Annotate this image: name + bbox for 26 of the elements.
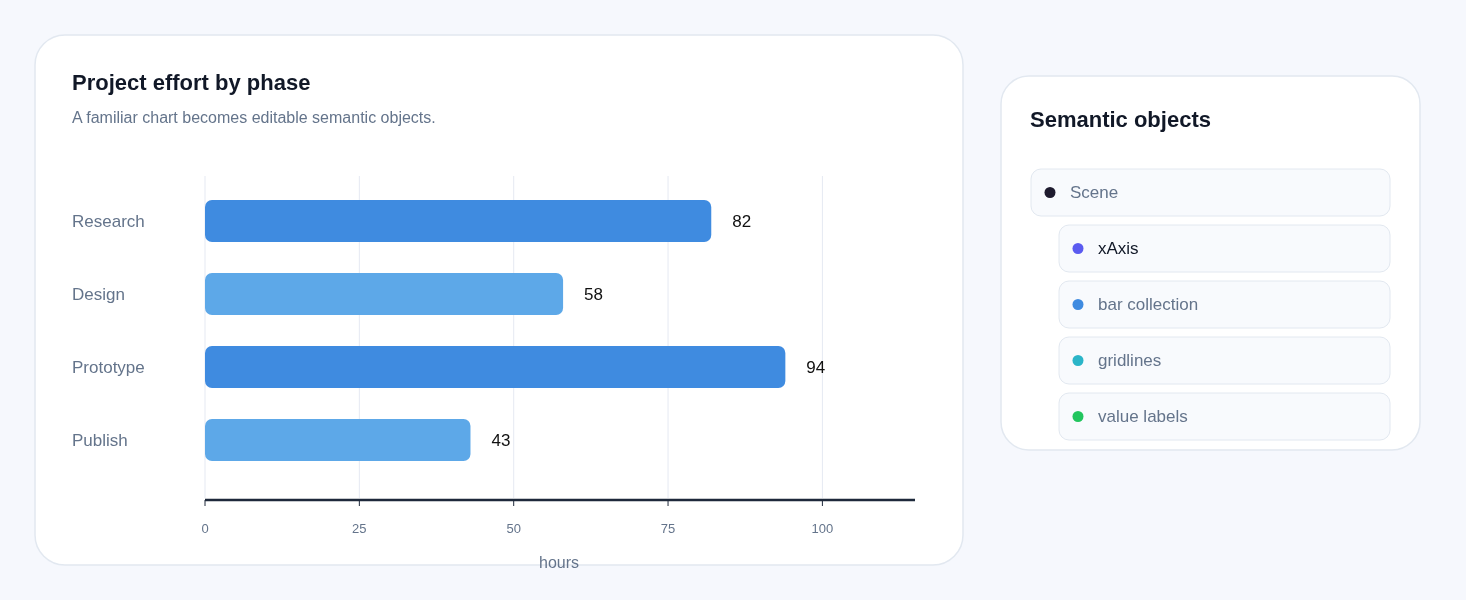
data-label: 94 [806,357,826,377]
bar [205,200,712,242]
text: Scene [1070,183,1119,203]
data-label: 82 [732,211,752,231]
y-tick-label: Design [72,284,125,304]
text: bar collection [1098,295,1199,315]
y-tick-label: Research [72,211,145,231]
y-tick-label: Prototype [72,357,145,377]
x-tick-label: 100 [811,521,834,536]
x-tick-label: 25 [352,521,367,536]
bar [205,419,471,461]
text: xAxis [1098,239,1139,259]
bar [205,346,786,388]
x-tick-label: 50 [506,521,521,536]
x-tick-label: 0 [201,521,209,536]
text: Semantic objects [1030,107,1211,132]
data-label: 58 [584,284,604,304]
chart-title: Project effort by phase [72,70,311,95]
y-tick-label: Publish [72,430,128,450]
text: gridlines [1098,351,1162,371]
x-tick-label: 75 [660,521,676,536]
bar [205,273,564,315]
x-axis-title: hours [538,554,580,571]
data-label: 43 [491,430,511,450]
text: value labels [1098,407,1188,427]
chart-subtitle: A familiar chart becomes editable semantic objects. [72,109,436,126]
